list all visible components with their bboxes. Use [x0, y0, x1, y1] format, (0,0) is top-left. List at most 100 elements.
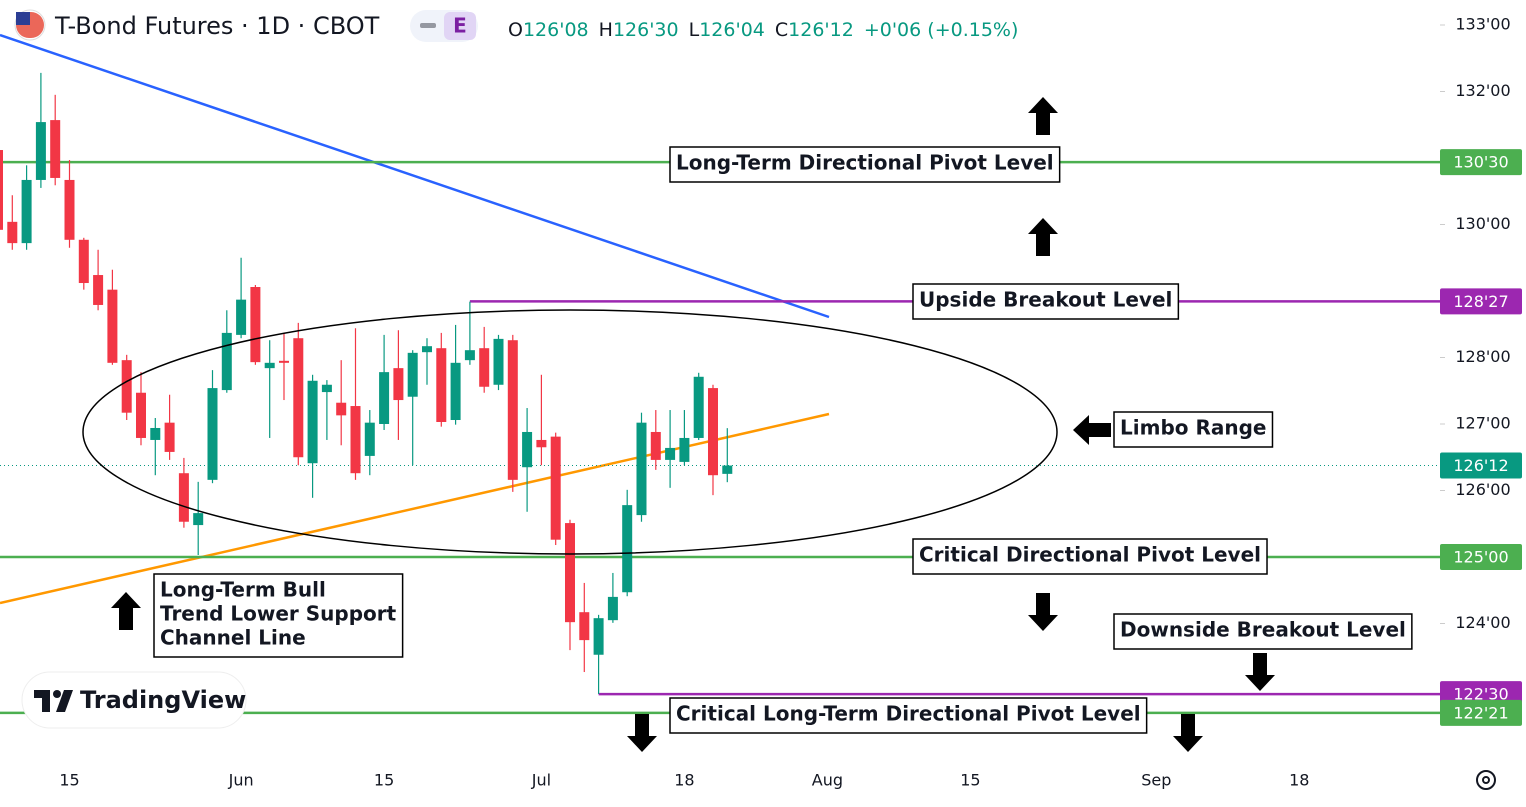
- x-tick-label: Jul: [531, 771, 551, 790]
- annotation-box: [912, 538, 1268, 575]
- settings[interactable]: [1476, 770, 1496, 790]
- annotation-box: [669, 697, 1148, 734]
- level-label: 122'30: [1453, 685, 1508, 704]
- candle-body: [0, 150, 3, 230]
- header: T-Bond Futures · 1D · CBOT E O126'08 H126…: [14, 9, 1018, 42]
- annotation-box: [1113, 411, 1274, 448]
- candle-body: [564, 523, 575, 623]
- arrow: [627, 714, 657, 752]
- arrow: [1028, 218, 1058, 256]
- candle-body: [450, 362, 461, 421]
- candle-body: [522, 431, 533, 468]
- candle-body: [250, 287, 261, 363]
- annotation-box: [669, 146, 1061, 183]
- candle-body: [693, 376, 704, 438]
- ohlc-key: H: [599, 19, 613, 41]
- candle-body: [379, 372, 390, 424]
- range-ellipse: [82, 309, 1058, 555]
- candle-body: [579, 612, 590, 641]
- ohlc-key: L: [689, 19, 700, 41]
- annotation: Downside Breakout Level: [1113, 613, 1413, 650]
- candle-body: [479, 348, 490, 387]
- y-tick-label: 132'00: [1455, 81, 1510, 100]
- badge: E: [453, 14, 467, 38]
- ohlc-key: C: [775, 19, 788, 41]
- candle-body: [393, 368, 404, 401]
- arrow: [1073, 415, 1111, 445]
- candle-body: [150, 427, 161, 440]
- candle-body: [593, 618, 604, 655]
- candle-body: [264, 362, 275, 369]
- candle-body: [536, 439, 547, 448]
- candle-body: [464, 350, 475, 361]
- candle-body: [178, 473, 189, 522]
- candle-body: [707, 388, 718, 476]
- candle-body: [607, 596, 618, 621]
- candle-body: [650, 431, 661, 460]
- annotation-text: Long-Term Directional Pivot Level: [676, 151, 1054, 175]
- annotation: Critical Directional Pivot Level: [912, 538, 1268, 575]
- annotation-box: [153, 573, 404, 658]
- trend-line: [0, 33, 830, 319]
- candle-body: [35, 122, 46, 180]
- annotation: Upside Breakout Level: [912, 283, 1180, 320]
- candle-body: [221, 332, 232, 391]
- logo-mark: [34, 690, 73, 712]
- annotation-text: Long-Term Bull: [160, 578, 326, 602]
- annotation: Limbo Range: [1113, 411, 1274, 448]
- x-tick-label: Jun: [228, 771, 254, 790]
- pill-dash: [420, 23, 436, 28]
- level-badge: [1440, 543, 1522, 570]
- support-line: [0, 412, 830, 605]
- candle-body: [164, 422, 175, 452]
- candle-body: [493, 338, 504, 385]
- candle-body: [350, 406, 361, 474]
- annotation-text: Upside Breakout Level: [919, 288, 1172, 312]
- candle-body: [364, 422, 375, 456]
- arrow: [1028, 593, 1058, 631]
- level-label: 130'30: [1453, 153, 1508, 172]
- ohlc-value: 126'12: [788, 19, 854, 41]
- plot: [0, 72, 1440, 715]
- ohlc-value: 126'08: [523, 19, 589, 41]
- candle-body: [50, 120, 61, 178]
- candle-body: [121, 360, 132, 413]
- x-tick-label: 15: [59, 771, 79, 790]
- annotation-text: Limbo Range: [1120, 416, 1266, 440]
- candle-body: [78, 239, 89, 284]
- candle-body: [207, 388, 218, 480]
- candle-body: [636, 422, 647, 516]
- candle-body: [336, 402, 347, 416]
- candle-body: [236, 299, 247, 335]
- x-tick-label: Aug: [812, 771, 843, 790]
- candle-body: [307, 380, 318, 464]
- level-badge: [1440, 452, 1522, 479]
- arrow: [1245, 653, 1275, 691]
- x-tick-label: 15: [374, 771, 394, 790]
- logo-box: [21, 671, 247, 729]
- candle-body: [321, 384, 332, 393]
- candle-body: [278, 360, 289, 363]
- annotation-text: Channel Line: [160, 626, 306, 650]
- level-badge: [1440, 149, 1522, 176]
- x-tick-label: Sep: [1141, 771, 1171, 790]
- level-label: 128'27: [1453, 292, 1508, 311]
- y-tick-label: 124'00: [1455, 613, 1510, 632]
- y-tick-label: 127'00: [1455, 413, 1510, 432]
- annotation-text: Trend Lower Support: [160, 602, 397, 626]
- settings-core: [1482, 776, 1490, 784]
- ohlc-value: 126'30: [613, 19, 679, 41]
- flag-canton: [16, 12, 30, 25]
- candle-body: [722, 465, 733, 474]
- logo-text: TradingView: [80, 686, 246, 714]
- y-tick-label: 128'00: [1455, 347, 1510, 366]
- candle-body: [436, 348, 447, 423]
- y-tick-label: 133'00: [1455, 15, 1510, 34]
- level-label: 125'00: [1453, 547, 1508, 566]
- x-tick-label: 15: [960, 771, 980, 790]
- candle-body: [293, 338, 304, 458]
- level-badge: [1440, 699, 1522, 726]
- badge-bg: [444, 12, 476, 40]
- candle-body: [21, 179, 32, 244]
